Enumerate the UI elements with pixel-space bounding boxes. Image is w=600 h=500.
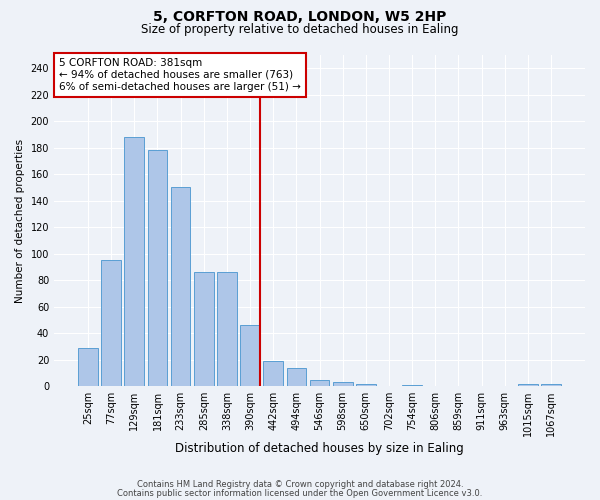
Bar	[101, 260, 121, 386]
Y-axis label: Number of detached properties: Number of detached properties	[15, 138, 25, 302]
Bar	[171, 188, 190, 386]
Bar	[310, 380, 329, 386]
X-axis label: Distribution of detached houses by size in Ealing: Distribution of detached houses by size …	[175, 442, 464, 455]
Bar	[356, 384, 376, 386]
Text: Size of property relative to detached houses in Ealing: Size of property relative to detached ho…	[141, 22, 459, 36]
Bar	[402, 385, 422, 386]
Bar	[240, 326, 260, 386]
Bar	[263, 361, 283, 386]
Bar	[541, 384, 561, 386]
Text: 5 CORFTON ROAD: 381sqm
← 94% of detached houses are smaller (763)
6% of semi-det: 5 CORFTON ROAD: 381sqm ← 94% of detached…	[59, 58, 301, 92]
Text: Contains HM Land Registry data © Crown copyright and database right 2024.: Contains HM Land Registry data © Crown c…	[137, 480, 463, 489]
Bar	[194, 272, 214, 386]
Bar	[148, 150, 167, 386]
Bar	[78, 348, 98, 386]
Bar	[287, 368, 306, 386]
Bar	[217, 272, 237, 386]
Text: Contains public sector information licensed under the Open Government Licence v3: Contains public sector information licen…	[118, 489, 482, 498]
Bar	[124, 137, 144, 386]
Bar	[518, 384, 538, 386]
Bar	[333, 382, 353, 386]
Text: 5, CORFTON ROAD, LONDON, W5 2HP: 5, CORFTON ROAD, LONDON, W5 2HP	[154, 10, 446, 24]
